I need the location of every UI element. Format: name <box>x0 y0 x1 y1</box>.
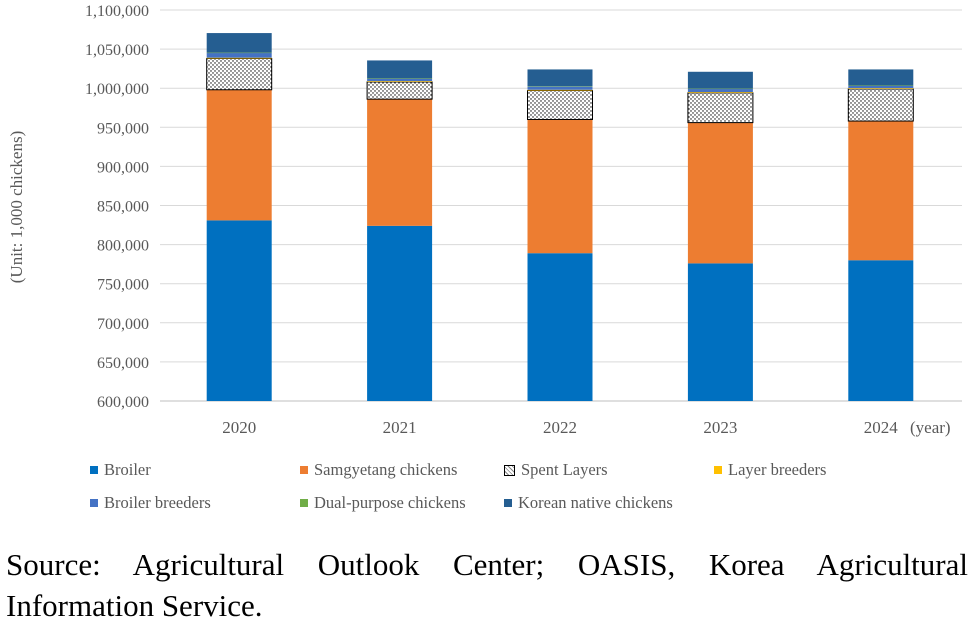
bar-segment-broiler-breeders-2024 <box>848 85 914 89</box>
bar-segment-layer-breeders-2021 <box>367 81 433 82</box>
bar-segment-spent-layers-2022 <box>527 90 593 120</box>
legend-swatch <box>300 466 308 474</box>
bar-segment-dual-purpose-chickens-2023 <box>687 88 753 90</box>
stacked-bar-chart: 600,000 650,000 700,000 750,000 800,000 850,0… <box>7 3 962 437</box>
legend-item: Spent Layers <box>504 460 608 480</box>
y-tick-label: 1,000,000 <box>85 81 149 98</box>
legend-item: Korean native chickens <box>504 493 673 513</box>
bar-segment-samgyetang-chickens-2024 <box>848 121 914 261</box>
y-axis-label: (Unit: 1,000 chickens) <box>7 131 26 284</box>
legend-label: Samgyetang chickens <box>314 460 458 479</box>
legend-swatch <box>714 466 722 474</box>
bar-segment-dual-purpose-chickens-2020 <box>206 52 272 54</box>
x-tick-label: 2020 <box>222 418 256 437</box>
legend-label: Broiler breeders <box>104 493 211 512</box>
y-tick-label: 650,000 <box>97 355 149 372</box>
bar-segment-dual-purpose-chickens-2021 <box>367 78 433 79</box>
bar-segment-spent-layers-2024 <box>847 88 914 122</box>
x-tick-labels: 2020 2021 2022 2023 2024 <box>222 418 898 437</box>
legend-swatch <box>300 499 308 507</box>
y-tick-label: 950,000 <box>97 120 149 137</box>
bar-segment-spent-layers-2020 <box>206 57 273 91</box>
y-tick-label: 750,000 <box>97 277 149 294</box>
y-tick-label: 700,000 <box>97 316 149 333</box>
x-tick-label: 2021 <box>383 418 417 437</box>
bar-segment-samgyetang-chickens-2021 <box>367 99 433 226</box>
y-tick-label: 1,050,000 <box>85 42 149 59</box>
bar-segment-layer-breeders-2020 <box>206 57 272 59</box>
legend-item: Dual-purpose chickens <box>300 493 466 513</box>
bar-segment-korean-native-chickens-2023 <box>687 71 753 89</box>
legend-label: Dual-purpose chickens <box>314 493 466 512</box>
bar-segment-broiler-2020 <box>206 220 272 401</box>
bar-segment-dual-purpose-chickens-2024 <box>848 85 914 86</box>
bar-segment-broiler-breeders-2022 <box>527 86 593 90</box>
bar-segment-layer-breeders-2023 <box>687 92 753 93</box>
bar-segment-korean-native-chickens-2022 <box>527 69 593 87</box>
legend-label: Korean native chickens <box>518 493 673 512</box>
source-note: Source: Agricultural Outlook Center; OAS… <box>6 547 968 623</box>
legend-label: Layer breeders <box>728 460 827 479</box>
bar-segment-samgyetang-chickens-2020 <box>206 89 272 221</box>
y-tick-label: 800,000 <box>97 238 149 255</box>
legend: Broiler Samgyetang chickens Spent Layers La… <box>0 455 973 525</box>
y-tick-label: 1,100,000 <box>85 3 149 20</box>
bar-segment-broiler-2023 <box>687 263 753 401</box>
bars <box>206 33 914 401</box>
bar-segment-broiler-2024 <box>848 260 914 401</box>
x-tick-label: 2023 <box>703 418 737 437</box>
legend-swatch <box>90 466 98 474</box>
x-tick-label: 2024 <box>864 418 899 437</box>
bar-segment-broiler-2022 <box>527 253 593 401</box>
legend-swatch <box>90 499 98 507</box>
legend-label: Spent Layers <box>521 460 608 479</box>
bar-segment-broiler-breeders-2020 <box>206 53 272 58</box>
bar-segment-korean-native-chickens-2020 <box>206 33 272 53</box>
bar-segment-broiler-breeders-2021 <box>367 78 433 82</box>
y-tick-label: 900,000 <box>97 159 149 176</box>
y-tick-label: 850,000 <box>97 199 149 216</box>
legend-item: Broiler <box>90 460 151 480</box>
bar-segment-broiler-breeders-2023 <box>687 88 753 93</box>
bar-segment-korean-native-chickens-2021 <box>367 60 433 79</box>
bar-segment-layer-breeders-2022 <box>527 89 593 91</box>
legend-swatch <box>504 499 512 507</box>
legend-swatch <box>504 464 515 476</box>
bar-segment-spent-layers-2021 <box>366 81 433 100</box>
bar-segment-korean-native-chickens-2024 <box>848 69 914 86</box>
legend-label: Broiler <box>104 460 151 479</box>
legend-item: Samgyetang chickens <box>300 460 457 480</box>
x-tick-label: 2022 <box>543 418 577 437</box>
legend-item: Layer breeders <box>714 460 826 480</box>
bar-segment-dual-purpose-chickens-2022 <box>527 86 593 87</box>
bar-segment-broiler-2021 <box>367 225 433 401</box>
x-axis-unit-label: (year) <box>910 418 951 437</box>
y-tick-labels: 600,000 650,000 700,000 750,000 800,000 850,0… <box>85 3 149 411</box>
bar-segment-layer-breeders-2024 <box>848 88 914 89</box>
legend-item: Broiler breeders <box>90 493 211 513</box>
y-tick-label: 600,000 <box>97 394 149 411</box>
bar-segment-samgyetang-chickens-2022 <box>527 119 593 254</box>
bar-segment-samgyetang-chickens-2023 <box>687 122 753 264</box>
bar-segment-spent-layers-2023 <box>687 92 754 124</box>
